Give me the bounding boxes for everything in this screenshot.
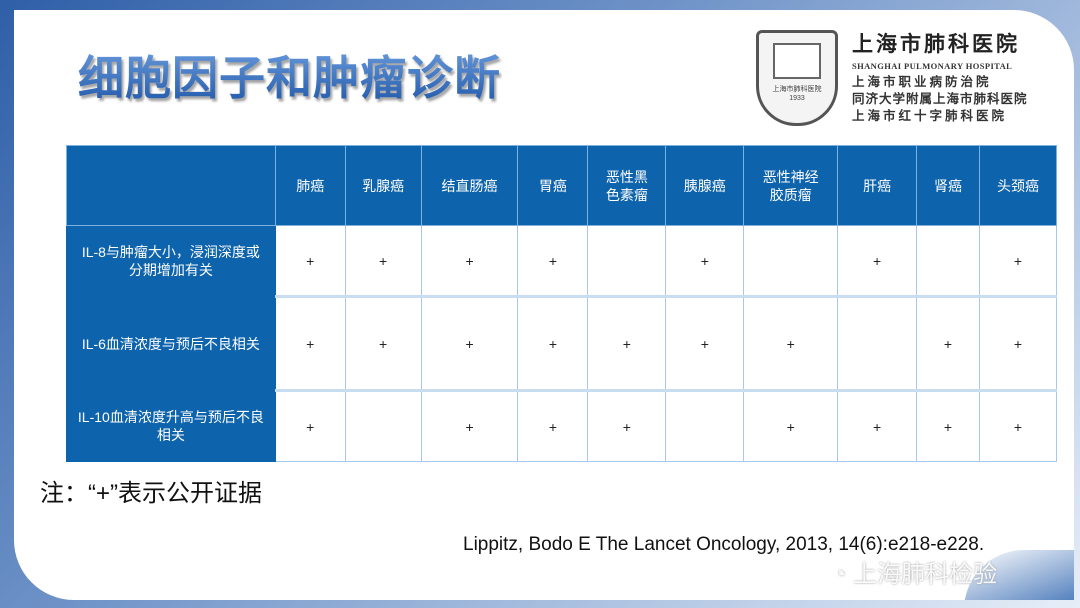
table-cell: + bbox=[587, 390, 667, 462]
column-header: 恶性神经胶质瘤 bbox=[743, 145, 839, 226]
table-cell: + bbox=[517, 390, 589, 462]
table-cell: + bbox=[517, 295, 589, 392]
table-cell: + bbox=[344, 295, 422, 392]
table-row: IL-10血清浓度升高与预后不良相关 + + + + + + + + bbox=[66, 390, 1058, 462]
watermark-text: 上海肺科检验 bbox=[853, 561, 998, 588]
table-cell: + bbox=[420, 295, 519, 392]
column-header: 头颈癌 bbox=[978, 145, 1058, 226]
wechat-icon: ◔ bbox=[832, 561, 854, 588]
table-cell bbox=[344, 390, 422, 462]
table-cell: + bbox=[274, 390, 346, 462]
cytokine-table: 肺癌 乳腺癌 结直肠癌 胃癌 恶性黑色素瘤 胰腺癌 恶性神经胶质瘤 肝癌 肾癌 头颈癌 IL-8与… bbox=[66, 145, 1058, 462]
column-header: 结直肠癌 bbox=[420, 145, 519, 226]
table-cell bbox=[837, 295, 918, 392]
column-header: 恶性黑色素瘤 bbox=[587, 145, 667, 226]
note: 注：“+”表示公开证据 bbox=[40, 480, 262, 507]
table-cell bbox=[916, 225, 980, 297]
table-cell bbox=[587, 225, 667, 297]
table-cell: + bbox=[587, 295, 667, 392]
logo-line: 上海市红十字肺科医院 bbox=[852, 108, 1008, 123]
corner-header bbox=[66, 145, 276, 226]
table-cell: + bbox=[916, 390, 980, 462]
table-cell: + bbox=[274, 295, 346, 392]
table-cell: + bbox=[978, 225, 1058, 297]
hospital-logo: 上海市肺科医院 1933 上海市肺科医院 SHANGHAI PULMONARY … bbox=[756, 30, 1056, 126]
hospital-seal-icon: 上海市肺科医院 1933 bbox=[756, 30, 838, 126]
table-cell: + bbox=[743, 295, 839, 392]
seal-text: 上海市肺科医院 1933 bbox=[772, 86, 822, 102]
table-cell: + bbox=[837, 225, 918, 297]
table-row: IL-6血清浓度与预后不良相关 + + + + + + + + + bbox=[66, 295, 1058, 392]
watermark: ◔ 上海肺科检验 bbox=[832, 561, 997, 589]
table-cell: + bbox=[665, 225, 745, 297]
logo-line: 同济大学附属上海市肺科医院 bbox=[852, 91, 1028, 106]
table-cell: + bbox=[665, 295, 745, 392]
logo-line: 上海市职业病防治院 bbox=[852, 74, 992, 89]
column-header: 乳腺癌 bbox=[344, 145, 422, 226]
slide: 细胞因子和肿瘤诊断 上海市肺科医院 1933 上海市肺科医院 SHANGHAI … bbox=[14, 10, 1074, 600]
column-header: 胃癌 bbox=[517, 145, 589, 226]
table-cell: + bbox=[344, 225, 422, 297]
table-cell: + bbox=[837, 390, 918, 462]
column-header: 肾癌 bbox=[916, 145, 980, 226]
column-header: 肝癌 bbox=[837, 145, 918, 226]
table-cell: + bbox=[420, 225, 519, 297]
table-cell bbox=[665, 390, 745, 462]
table-cell: + bbox=[743, 390, 839, 462]
column-header: 肺癌 bbox=[274, 145, 346, 226]
table-cell bbox=[743, 225, 839, 297]
table-cell: + bbox=[978, 390, 1058, 462]
citation: Lippitz, Bodo E The Lancet Oncology, 201… bbox=[463, 534, 985, 555]
row-label: IL-10血清浓度升高与预后不良相关 bbox=[66, 390, 276, 462]
logo-name-en: SHANGHAI PULMONARY HOSPITAL bbox=[852, 61, 1013, 71]
row-label: IL-8与肿瘤大小，浸润深度或分期增加有关 bbox=[66, 225, 276, 297]
table-cell: + bbox=[517, 225, 589, 297]
page-title: 细胞因子和肿瘤诊断 bbox=[78, 42, 501, 108]
table-cell: + bbox=[420, 390, 519, 462]
table-cell: + bbox=[274, 225, 346, 297]
table-row: IL-8与肿瘤大小，浸润深度或分期增加有关 + + + + + + + bbox=[66, 225, 1058, 297]
logo-name-cn: 上海市肺科医院 bbox=[852, 31, 1020, 56]
table-cell: + bbox=[978, 295, 1058, 392]
column-header: 胰腺癌 bbox=[665, 145, 745, 226]
table-cell: + bbox=[916, 295, 980, 392]
row-label: IL-6血清浓度与预后不良相关 bbox=[66, 296, 276, 391]
